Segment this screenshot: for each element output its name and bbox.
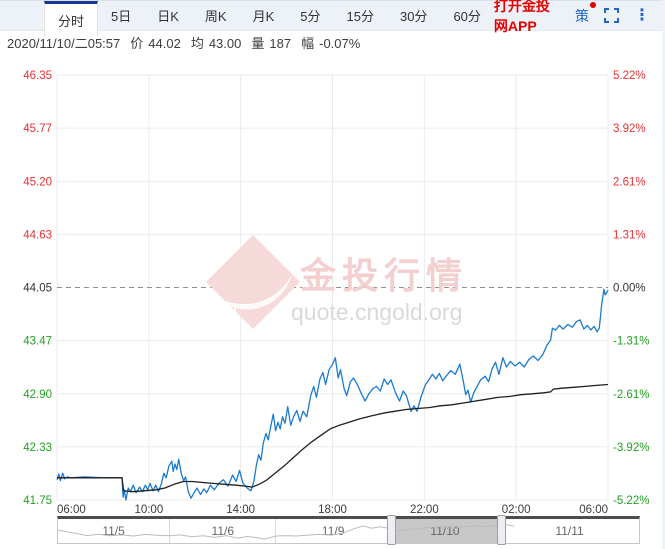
volume-value: 187 [269, 36, 292, 51]
nav-day-label: 11/6 [211, 524, 235, 538]
watermark: Au 金投行情 quote.cngold.org [206, 235, 468, 329]
left-axis-label: 45.77 [23, 123, 52, 135]
right-axis-label: 5.22% [613, 70, 646, 82]
range-handle-right[interactable] [496, 515, 506, 545]
left-axis-label: 43.47 [23, 336, 52, 348]
right-axis-label: -2.61% [613, 389, 649, 401]
right-axis-label: 0.00% [613, 283, 646, 295]
x-axis-label: 06:00 [579, 504, 608, 516]
nav-day-label: 11/10 [430, 524, 460, 538]
x-axis-label: 02:00 [502, 504, 531, 516]
watermark-logo-text: Au [214, 301, 237, 322]
strategy-label: 策 [575, 7, 589, 24]
right-axis-label: -3.92% [613, 442, 649, 454]
nav-day-label: 11/9 [321, 524, 345, 538]
tab-60min[interactable]: 60分 [453, 9, 481, 24]
open-app-link[interactable]: 打开金投网APP [493, 0, 550, 34]
tab-5day[interactable]: 5日 [111, 9, 132, 24]
range-handle-left[interactable] [387, 515, 397, 545]
quote-info-bar: 2020/11/10/二05:57 价 44.02 均 43.00 量 187 幅 -0… [0, 31, 662, 54]
change-label: 幅 [301, 36, 315, 51]
x-axis-label: 14:00 [226, 504, 255, 516]
change-value: -0.07% [319, 36, 361, 51]
navigator-track[interactable]: 11/5 11/6 11/9 11/10 11/11 [57, 516, 640, 544]
tab-5min[interactable]: 5分 [300, 9, 321, 24]
x-axis-label: 22:00 [410, 504, 439, 516]
average-label: 均 [190, 36, 204, 51]
left-axis-label: 44.63 [23, 229, 52, 241]
x-axis-label: 10:00 [134, 504, 163, 516]
price-label: 价 [130, 36, 144, 51]
nav-day-label: 11/11 [555, 524, 584, 538]
left-axis-label: 46.35 [23, 70, 52, 82]
nav-day-1[interactable]: 11/6 [170, 519, 277, 543]
average-value: 43.00 [208, 36, 242, 51]
kebab-icon[interactable]: ⋮ [634, 6, 650, 24]
tab-intraday[interactable]: 分时 [44, 1, 99, 36]
fullscreen-icon[interactable] [604, 8, 619, 23]
average-pair: 均 43.00 [191, 33, 242, 52]
watermark-brand: 金投行情 [299, 255, 468, 296]
tabbar-actions: 打开金投网APP 策 ⋮ [494, 0, 662, 34]
left-axis-label: 44.05 [23, 283, 52, 295]
tab-weekly[interactable]: 周K [204, 9, 227, 24]
change-pair: 幅 -0.07% [301, 33, 360, 52]
nav-day-4[interactable]: 11/11 [500, 519, 639, 543]
right-axis-label: -5.22% [613, 495, 649, 507]
strategy-button[interactable]: 策 [575, 1, 596, 26]
nav-day-0[interactable]: 11/5 [58, 519, 171, 543]
gridlines [56, 74, 609, 501]
nav-day-2[interactable]: 11/9 [276, 519, 391, 543]
tab-30min[interactable]: 30分 [399, 9, 428, 24]
right-axis-label: -1.31% [613, 336, 649, 348]
right-axis-label: 1.31% [613, 229, 646, 241]
tab-daily[interactable]: 日K [157, 9, 179, 24]
notification-dot [590, 1, 596, 8]
left-axis-label: 42.33 [23, 442, 52, 454]
price-pair: 价 44.02 [130, 33, 181, 52]
period-tabbar: 分时 5日 日K 周K 月K 5分 15分 30分 60分 打开金投网APP 策… [0, 0, 662, 36]
left-axis-label: 42.90 [23, 389, 52, 401]
left-axis-label: 45.20 [23, 176, 52, 188]
nav-day-label: 11/5 [102, 524, 125, 538]
price-line [56, 288, 609, 501]
right-axis-label: 3.92% [613, 123, 646, 135]
intraday-chart[interactable]: Au 金投行情 quote.cngold.org 46.35 45.77 45.20 44.… [0, 54, 665, 516]
volume-label: 量 [251, 36, 265, 51]
x-axis-label: 18:00 [318, 504, 347, 516]
price-value: 44.02 [148, 36, 181, 51]
date-range-navigator[interactable]: 11/5 11/6 11/9 11/10 11/11 [57, 515, 640, 545]
volume-pair: 量 187 [251, 33, 291, 52]
left-axis-label: 41.75 [23, 495, 52, 507]
average-line [57, 383, 609, 493]
watermark-url: quote.cngold.org [291, 299, 462, 325]
quote-datetime: 2020/11/10/二05:57 [7, 36, 121, 51]
x-axis-label: 06:00 [57, 504, 86, 516]
nav-day-3[interactable]: 11/10 [390, 519, 501, 543]
tab-15min[interactable]: 15分 [346, 9, 374, 24]
right-axis-label: 2.61% [613, 176, 646, 188]
tab-monthly[interactable]: 月K [252, 9, 275, 24]
